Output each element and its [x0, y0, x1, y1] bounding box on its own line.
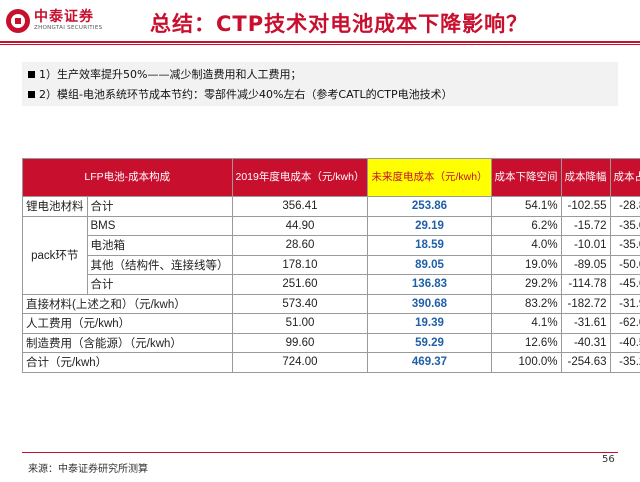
header-divider — [0, 41, 640, 43]
table-row: 制造费用（含能源）（元/kwh） 99.60 59.29 12.6% -40.3… — [22, 332, 640, 353]
share-cell: -31.9% — [609, 293, 640, 314]
bullet-item: 1）生产效率提升50%——减少制造费用和人工费用； — [28, 64, 612, 84]
share-cell: -35.0% — [609, 215, 640, 236]
decline-cell: -31.61 — [560, 313, 611, 334]
source-note: 来源：中泰证券研究所测算 — [28, 464, 148, 475]
table-row: 其他（结构件、连接线等） 178.10 89.05 19.0% -89.05 -… — [23, 254, 640, 275]
subitem-cell: BMS — [86, 215, 233, 236]
header-share: 成本占比 — [609, 158, 640, 197]
subitem-cell: 合计 — [86, 196, 233, 217]
space-cell: 6.2% — [490, 215, 562, 236]
category-cell: pack环节 — [22, 215, 88, 295]
page-number: 56 — [602, 454, 615, 465]
footer-divider — [22, 452, 618, 453]
cost-2019-cell: 178.10 — [231, 254, 369, 275]
future-cost-cell: 59.29 — [367, 332, 492, 353]
decline-cell: -10.01 — [560, 235, 611, 256]
share-cell: -62.0% — [609, 313, 640, 334]
decline-cell: -89.05 — [560, 254, 611, 275]
bullet-square-icon — [28, 70, 35, 78]
row-label-cell: 人工费用（元/kwh） — [22, 313, 233, 334]
subitem-cell: 其他（结构件、连接线等） — [86, 254, 233, 275]
share-cell: -35.2% — [609, 352, 640, 373]
share-cell: -28.8% — [609, 196, 640, 217]
cost-2019-cell: 51.00 — [231, 313, 369, 334]
future-cost-cell: 29.19 — [367, 215, 492, 236]
share-cell: -40.5% — [609, 332, 640, 353]
space-cell: 19.0% — [490, 254, 562, 275]
decline-cell: -15.72 — [560, 215, 611, 236]
table-row: 人工费用（元/kwh） 51.00 19.39 4.1% -31.61 -62.… — [22, 313, 640, 334]
space-cell: 29.2% — [490, 274, 562, 295]
space-cell: 4.0% — [490, 235, 562, 256]
space-cell: 54.1% — [490, 196, 562, 217]
logo-icon — [6, 9, 30, 33]
cost-2019-cell: 724.00 — [231, 352, 369, 373]
space-cell: 4.1% — [490, 313, 562, 334]
subitem-cell: 电池箱 — [86, 235, 233, 256]
share-cell: -35.0% — [609, 235, 640, 256]
table-row: 合计（元/kwh） 724.00 469.37 100.0% -254.63 -… — [22, 352, 640, 373]
logo-name: 中泰证券 — [34, 9, 94, 26]
table-row: 直接材料(上述之和）（元/kwh） 573.40 390.68 83.2% -1… — [22, 293, 640, 314]
company-logo: 中泰证券 ZHONGTAI SECURITIES — [6, 6, 116, 36]
decline-cell: -40.31 — [560, 332, 611, 353]
share-cell: -50.0% — [609, 254, 640, 275]
future-cost-cell: 469.37 — [367, 352, 492, 373]
decline-cell: -102.55 — [560, 196, 611, 217]
decline-cell: -254.63 — [560, 352, 611, 373]
logo-english-name: ZHONGTAI SECURITIES — [34, 25, 103, 32]
cost-2019-cell: 356.41 — [231, 196, 369, 217]
future-cost-cell: 89.05 — [367, 254, 492, 275]
bullet-text: 2）模组-电池系统环节成本节约：零部件减少40%左右（参考CATL的CTP电池技… — [39, 88, 453, 101]
slide-title: 总结：CTP技术对电池成本下降影响？ — [150, 12, 529, 36]
table-row: 电池箱 28.60 18.59 4.0% -10.01 -35.0% — [23, 235, 640, 256]
cost-2019-cell: 99.60 — [231, 332, 369, 353]
future-cost-cell: 136.83 — [367, 274, 492, 295]
cost-2019-cell: 573.40 — [231, 293, 369, 314]
header-decline: 成本降幅 — [560, 158, 611, 197]
cost-2019-cell: 44.90 — [231, 215, 369, 236]
decline-cell: -182.72 — [560, 293, 611, 314]
table-header-row: LFP电池-成本构成 2019年度电成本（元/kwh） 未来度电成本（元/kwh… — [22, 158, 640, 197]
future-cost-cell: 390.68 — [367, 293, 492, 314]
table-row: 锂电池材料 合计 356.41 253.86 54.1% -102.55 -28… — [22, 196, 640, 217]
bullet-square-icon — [28, 90, 35, 98]
bullet-item: 2）模组-电池系统环节成本节约：零部件减少40%左右（参考CATL的CTP电池技… — [28, 84, 612, 104]
row-label-cell: 合计（元/kwh） — [22, 352, 233, 373]
row-label-cell: 直接材料(上述之和）（元/kwh） — [22, 293, 233, 314]
space-cell: 100.0% — [490, 352, 562, 373]
future-cost-cell: 18.59 — [367, 235, 492, 256]
table-row: 合计 251.60 136.83 29.2% -114.78 -45.6% — [23, 274, 640, 295]
header-decline-space: 成本下降空间 — [490, 158, 562, 197]
space-cell: 12.6% — [490, 332, 562, 353]
table-row: pack环节 BMS 44.90 29.19 6.2% -15.72 -35.0… — [22, 215, 640, 295]
category-cell: 锂电池材料 — [22, 196, 88, 217]
subitem-cell: 合计 — [86, 274, 233, 295]
decline-cell: -114.78 — [560, 274, 611, 295]
space-cell: 83.2% — [490, 293, 562, 314]
cost-2019-cell: 28.60 — [231, 235, 369, 256]
cost-table: LFP电池-成本构成 2019年度电成本（元/kwh） 未来度电成本（元/kwh… — [22, 158, 640, 373]
bullet-text: 1）生产效率提升50%——减少制造费用和人工费用； — [39, 68, 302, 81]
header-item: LFP电池-成本构成 — [22, 158, 233, 197]
future-cost-cell: 19.39 — [367, 313, 492, 334]
header-cost-2019: 2019年度电成本（元/kwh） — [231, 158, 369, 197]
future-cost-cell: 253.86 — [367, 196, 492, 217]
summary-box: 1）生产效率提升50%——减少制造费用和人工费用； 2）模组-电池系统环节成本节… — [22, 62, 618, 106]
header-future-cost: 未来度电成本（元/kwh） — [367, 158, 492, 197]
cost-2019-cell: 251.60 — [231, 274, 369, 295]
share-cell: -45.6% — [609, 274, 640, 295]
row-label-cell: 制造费用（含能源）（元/kwh） — [22, 332, 233, 353]
header-divider-thin — [0, 44, 640, 45]
